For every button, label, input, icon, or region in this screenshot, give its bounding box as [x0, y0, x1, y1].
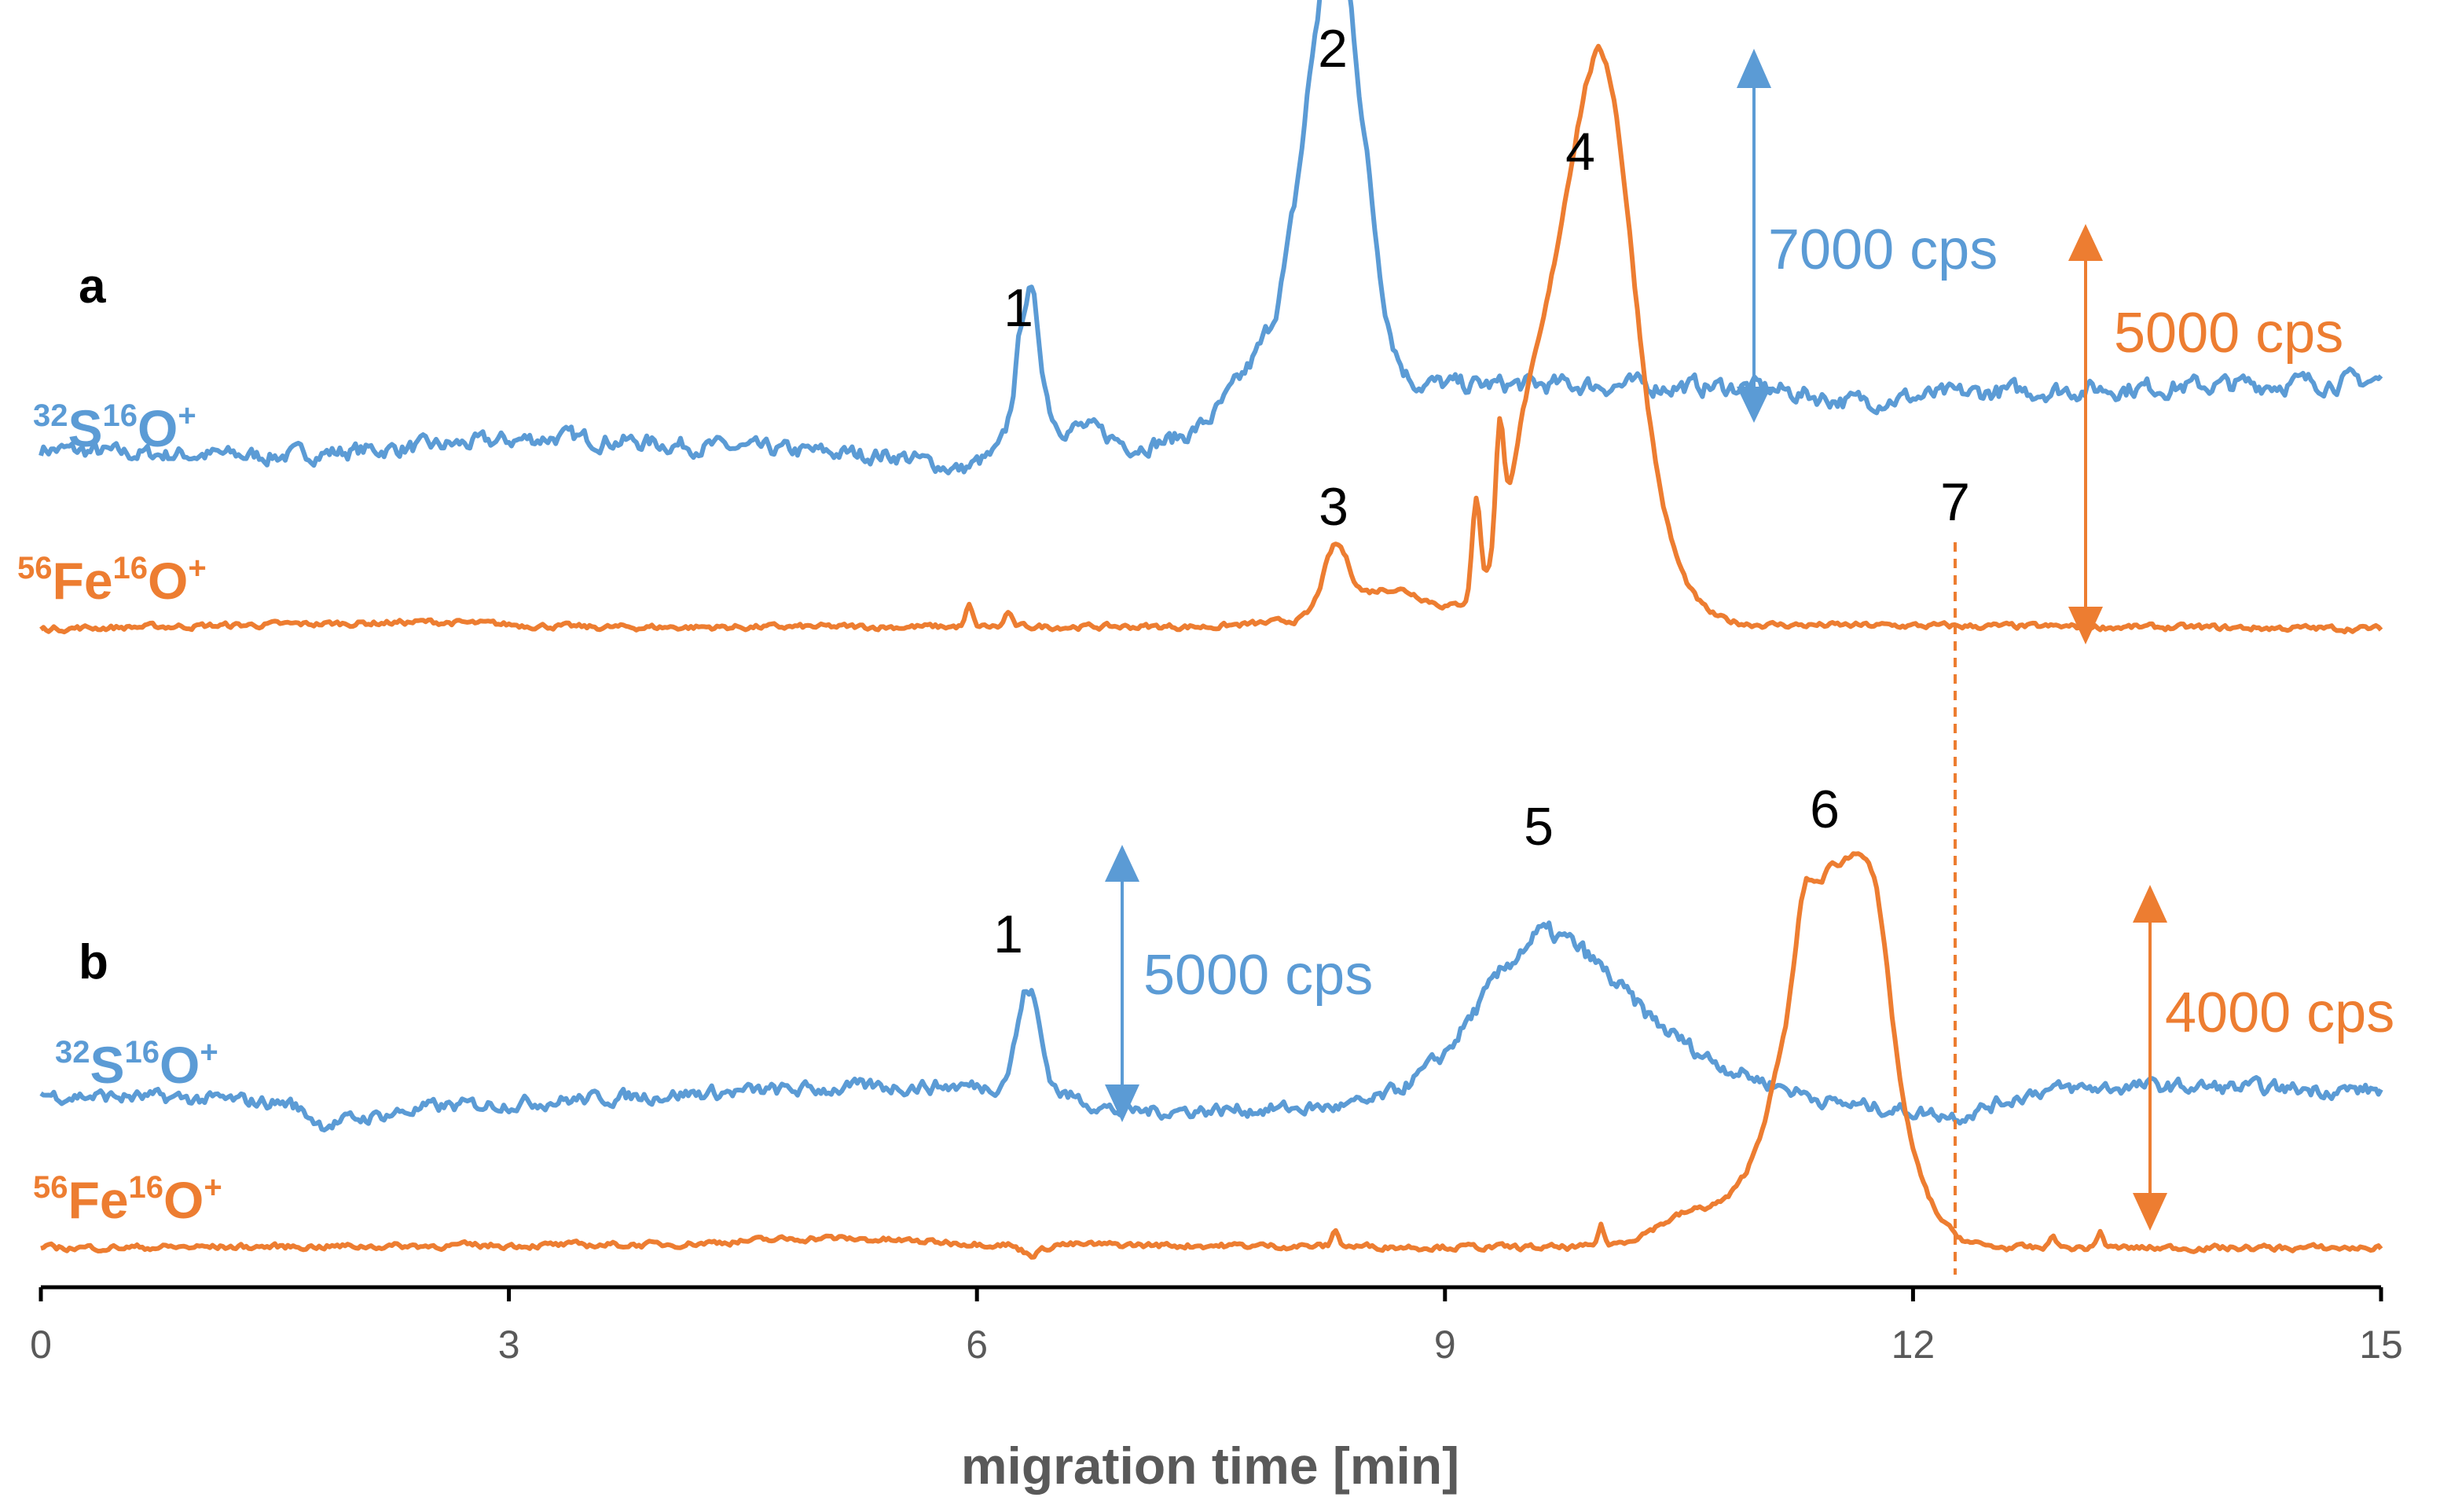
series-line-a-sulfur: [39, 0, 2383, 475]
scale-label-5000-cps: 5000 cps: [2114, 302, 2343, 365]
scale-bar-a-sulfur: 7000 cps: [1737, 49, 1998, 423]
peak-label-5: 5: [1524, 797, 1554, 857]
arrow-up-icon: [1737, 49, 1771, 88]
reference-line-7: 7: [1940, 472, 1970, 1275]
peak-label-2: 2: [1318, 19, 1348, 79]
series-line-b-iron: [40, 851, 2383, 1260]
scale-bar-b-sulfur: 5000 cps: [1105, 845, 1373, 1122]
series-line-b-sulfur: [39, 920, 2383, 1132]
scale-label-7000-cps: 7000 cps: [1768, 218, 1998, 281]
arrow-up-icon: [1105, 845, 1139, 882]
scale-bar-b-iron: 4000 cps: [2133, 885, 2394, 1231]
panel-label-a: a: [79, 259, 106, 314]
x-axis: 0 3 6 9 12 15 migration time [min]: [30, 1285, 2403, 1495]
x-tick-label: 9: [1434, 1323, 1456, 1367]
x-tick-label: 6: [966, 1323, 988, 1367]
peak-label-1-a: 1: [1004, 278, 1033, 338]
scale-label-5000-cps-b: 5000 cps: [1143, 944, 1373, 1007]
panel-label-b: b: [79, 935, 108, 989]
series-label-b-sulfur: 32S16O+: [55, 1035, 218, 1094]
scale-bar-a-iron: 5000 cps: [2068, 224, 2343, 644]
panel-a: a 32S16O+ 56Fe16O+ 1 2 3 4 7000 cps 5000…: [17, 0, 2383, 644]
x-tick-label: 0: [30, 1323, 52, 1367]
x-tick-label: 12: [1891, 1323, 1935, 1367]
arrow-down-icon: [2133, 1193, 2167, 1231]
arrow-up-icon: [2068, 224, 2103, 261]
arrow-down-icon: [2068, 607, 2103, 644]
peak-label-7: 7: [1940, 472, 1970, 532]
panel-b: b 32S16O+ 56Fe16O+ 1 5 6 5000 cps 4000 c…: [33, 780, 2394, 1260]
arrow-down-icon: [1737, 387, 1771, 423]
series-line-a-iron: [39, 43, 2383, 635]
arrow-up-icon: [2133, 885, 2167, 923]
series-label-b-iron: 56Fe16O+: [33, 1170, 222, 1229]
x-tick-label: 15: [2359, 1323, 2403, 1367]
x-ticks: 0 3 6 9 12 15: [30, 1287, 2403, 1367]
arrow-down-icon: [1105, 1084, 1139, 1122]
peak-label-3: 3: [1319, 477, 1348, 537]
series-label-a-iron: 56Fe16O+: [17, 551, 207, 610]
peak-label-6: 6: [1810, 780, 1840, 839]
series-label-a-sulfur: 32S16O+: [33, 398, 196, 457]
peak-label-4: 4: [1565, 122, 1595, 182]
peak-label-1-b: 1: [993, 905, 1023, 964]
scale-label-4000-cps: 4000 cps: [2165, 982, 2394, 1044]
x-tick-label: 3: [498, 1323, 520, 1367]
x-axis-title: migration time [min]: [961, 1437, 1459, 1495]
